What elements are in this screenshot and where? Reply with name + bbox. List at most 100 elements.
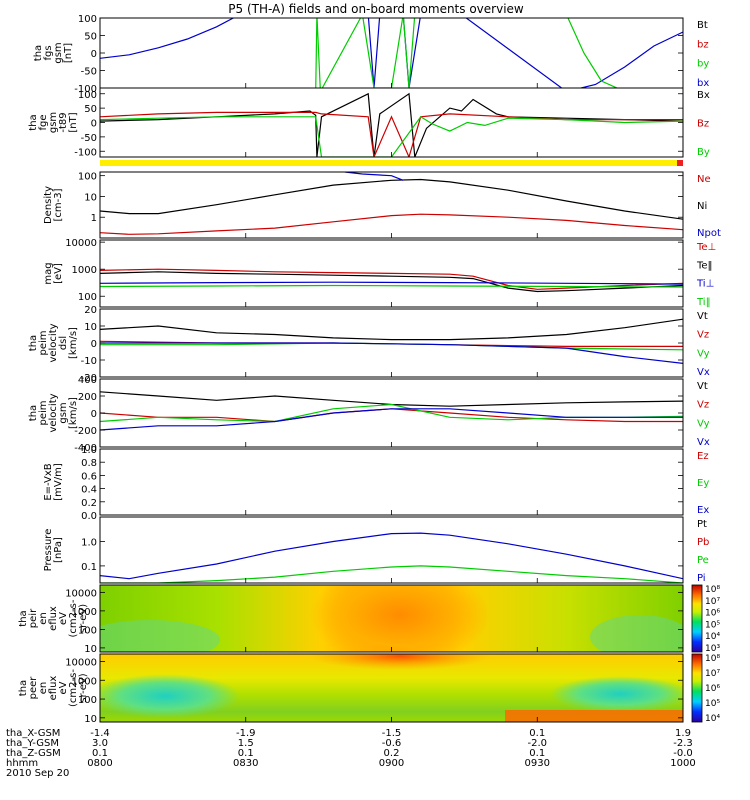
colorbar-tick-label: 10⁵ [705,620,720,630]
ephemeris-value: 0.1 [529,748,545,759]
y-tick-label: 100 [78,625,97,636]
ephemeris-value: -0.6 [382,738,402,749]
y-tick-label: -200 [74,426,97,437]
panel-density: 100 10 1 Density [cm-3] Ne Ni Npot [43,171,721,239]
y-axis-label: tha [18,610,29,626]
y-axis-label: [km/s] [68,327,79,359]
series-Pe [100,565,683,583]
panel-frame [99,448,684,516]
panel-efield: 1.0 0.8 0.6 0.4 0.2 0.0 E=-VxB [mV/m] Ez Ey Ex [43,445,709,522]
legend-label: Ey [697,478,709,489]
ephemeris-row-label: tha_Y-GSM [6,738,59,749]
panel-frame [99,17,684,89]
ephemeris-value: -2.3 [673,738,693,749]
y-tick-label: 1.0 [81,445,97,456]
y-tick-label: 0.2 [81,498,97,509]
legend-label: Vt [697,311,708,322]
y-tick-label: 1000 [72,265,97,276]
y-axis-label: tha [28,335,39,351]
y-tick-label: -100 [74,84,97,95]
series-Ti‖ [100,284,683,288]
series-Vx [100,408,683,431]
y-tick-label: 100 [78,172,97,183]
ephemeris-value: -2.0 [527,738,547,749]
y-tick-label: -100 [74,147,97,158]
y-axis-label: eV [58,681,69,694]
y-axis-label: (cm2-s- [68,599,79,637]
ephemeris-row-label: tha_Z-GSM [6,748,61,759]
y-tick-label: 1000 [72,607,97,618]
panel-temperature: 10000 1000 100 mag [eV] Te⊥ Te‖ Ti⊥ Ti‖ [43,238,716,308]
ephemeris-value: 1000 [670,758,695,769]
y-axis-label: dsl [58,336,69,350]
panel-frame [99,378,684,448]
y-axis-label: (cm2-s- [68,669,79,707]
y-tick-label: 0.1 [81,562,97,573]
y-tick-label: 10000 [65,657,97,668]
legend-label: By [697,147,710,158]
legend-label: Te‖ [696,260,713,271]
y-tick-label: 0 [91,339,97,350]
y-tick-label: -10 [81,356,97,367]
y-axis-label: gsm [48,112,59,133]
y-axis-label: sr-eV) [78,673,89,702]
panel-frame [99,171,684,239]
ephemeris-value: -0.0 [673,748,693,759]
y-axis-label: en [38,612,49,625]
legend-label: Vx [697,367,710,378]
ephemeris-value: 0800 [87,758,112,769]
colorbar-tick-label: 10⁶ [705,609,720,619]
spectrogram-image [100,654,683,722]
quality-flag-marker [677,160,683,166]
y-axis-label: eV [58,612,69,625]
colorbar-tick-label: 10⁷ [705,669,720,679]
legend-label: bz [697,39,709,50]
spectrogram-image [100,585,683,652]
y-tick-label: 10000 [65,238,97,249]
legend-label: Bz [697,119,709,130]
y-tick-label: 1 [91,213,97,224]
ephemeris-value: 1.9 [675,728,691,739]
legend-label: Pi [697,573,706,584]
y-tick-label: 0.4 [81,485,97,496]
colorbar: 10⁸ 10⁷ 10⁶ 10⁵ 10⁴ [691,653,720,724]
legend-label: Ti‖ [696,297,711,308]
y-axis-label: tha [28,114,39,130]
y-tick-label: 100 [78,292,97,303]
series-Te⊥ [100,268,683,290]
y-tick-label: -50 [81,133,97,144]
ephemeris-value: 0830 [233,758,258,769]
y-axis-label: tha [33,45,44,61]
colorbar-tick-label: 10⁴ [705,714,720,724]
panel-frame [99,87,684,158]
series-Ne [100,213,683,235]
panel-electron-spectrogram: 10⁸ 10⁷ 10⁶ 10⁵ 10⁴ 10000 1000 100 10 tha peer en ef… [18,653,720,725]
legend-label: Ex [697,505,709,516]
series-By [100,115,683,157]
y-tick-label: 0 [91,49,97,60]
y-axis-label: fgs [43,45,54,60]
y-tick-label: 1.0 [81,537,97,548]
legend-label: Ez [697,451,709,462]
y-tick-label: 100 [78,695,97,706]
series-by [315,18,619,88]
y-tick-label: 10000 [65,588,97,599]
series-Ti⊥ [100,281,683,285]
y-axis-label: gsm [53,42,64,63]
series-Vz [100,408,683,423]
legend-label: Bx [697,90,710,101]
ephemeris-value: -1.4 [90,728,110,739]
y-tick-label: 10 [84,714,97,725]
series-Ni [100,178,683,220]
ephemeris-value: -1.5 [382,728,402,739]
colorbar-tick-label: 10⁶ [705,684,720,694]
y-tick-label: 10 [84,192,97,203]
y-axis-label: peer [28,676,39,700]
legend-label: Vy [697,348,710,359]
y-axis-label: [nT] [63,43,74,63]
ephemeris-value: 0930 [525,758,550,769]
legend-label: Ti⊥ [696,279,714,290]
y-tick-label: 100 [78,14,97,25]
y-axis-label: Pressure [43,529,54,572]
